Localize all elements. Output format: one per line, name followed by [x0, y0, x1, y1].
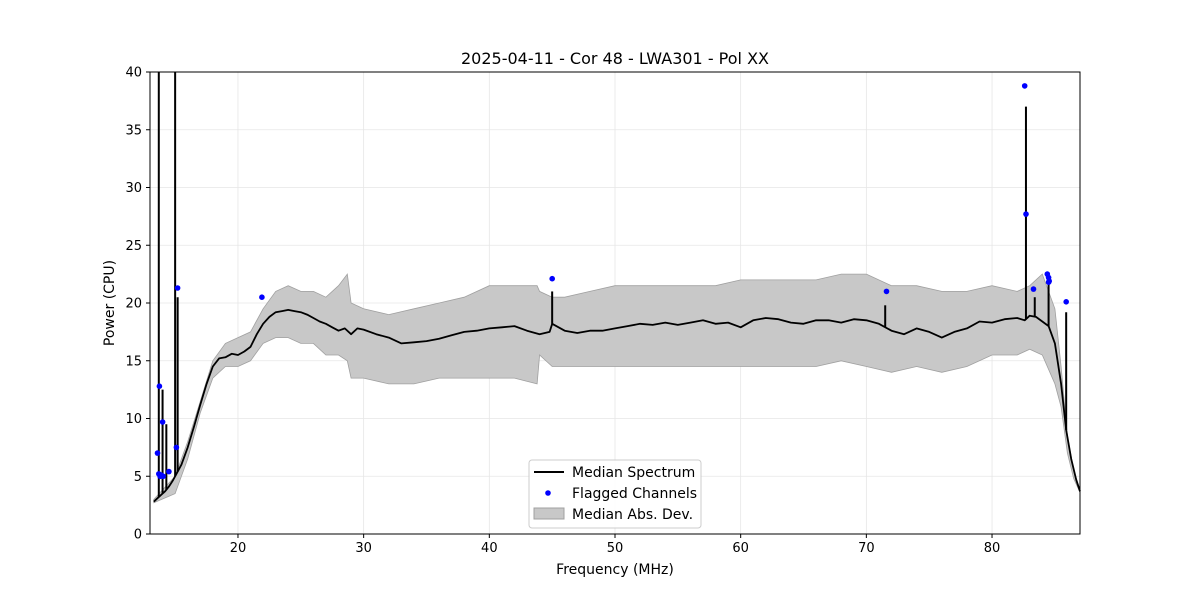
- legend-label-median: Median Spectrum: [572, 465, 695, 481]
- median-spectrum-line: [153, 308, 1081, 503]
- flagged-channel-point: [549, 275, 555, 282]
- y-tick-label: 15: [125, 354, 142, 369]
- x-tick-label: 30: [355, 541, 372, 556]
- x-tick-label: 60: [732, 541, 749, 556]
- x-tick-label: 20: [230, 541, 247, 556]
- flagged-channel-point: [166, 468, 172, 475]
- x-tick-label: 80: [984, 541, 1001, 556]
- y-tick-label: 20: [125, 297, 142, 312]
- y-tick-label: 30: [125, 181, 142, 196]
- point-layer: [154, 83, 1069, 480]
- legend-label-mad: Median Abs. Dev.: [572, 507, 693, 523]
- y-tick-label: 40: [125, 66, 142, 81]
- flagged-channel-point: [1023, 211, 1029, 217]
- flagged-channel-point: [1046, 278, 1052, 284]
- y-tick-label: 10: [125, 412, 142, 427]
- legend-swatch-flagged: [545, 490, 551, 496]
- y-tick-label: 5: [134, 470, 142, 485]
- tick-layer: 20 30 40 50 60 70 80 0 5 10 15 20 25 30 35 40: [125, 66, 1000, 557]
- y-tick-label: 35: [125, 123, 142, 138]
- legend-swatch-mad: [533, 507, 565, 520]
- flagged-channel-point: [173, 444, 180, 451]
- flagged-channel-point: [1030, 286, 1037, 292]
- y-axis-label: Power (CPU): [102, 260, 118, 346]
- flagged-channel-point: [160, 473, 166, 480]
- flagged-channel-point: [154, 450, 161, 456]
- chart-legend: Median Spectrum Flagged Channels Median …: [528, 459, 702, 529]
- chart-title: 2025-04-11 - Cor 48 - LWA301 - Pol XX: [461, 49, 769, 68]
- legend-box: [528, 459, 702, 529]
- flagged-channel-point: [159, 419, 166, 425]
- flagged-channel-point: [1063, 299, 1069, 305]
- y-tick-label: 0: [134, 528, 142, 543]
- x-tick-label: 40: [481, 541, 498, 556]
- x-tick-label: 70: [858, 541, 875, 556]
- y-tick-label: 25: [125, 239, 142, 254]
- x-tick-label: 50: [607, 541, 624, 556]
- x-axis-label: Frequency (MHz): [556, 562, 674, 578]
- flagged-channel-point: [1021, 83, 1028, 89]
- flagged-channel-point: [883, 288, 890, 295]
- flagged-channel-point: [259, 294, 265, 301]
- flagged-channel-point: [156, 383, 163, 390]
- legend-label-flagged: Flagged Channels: [572, 486, 697, 502]
- flagged-channel-point: [174, 285, 181, 291]
